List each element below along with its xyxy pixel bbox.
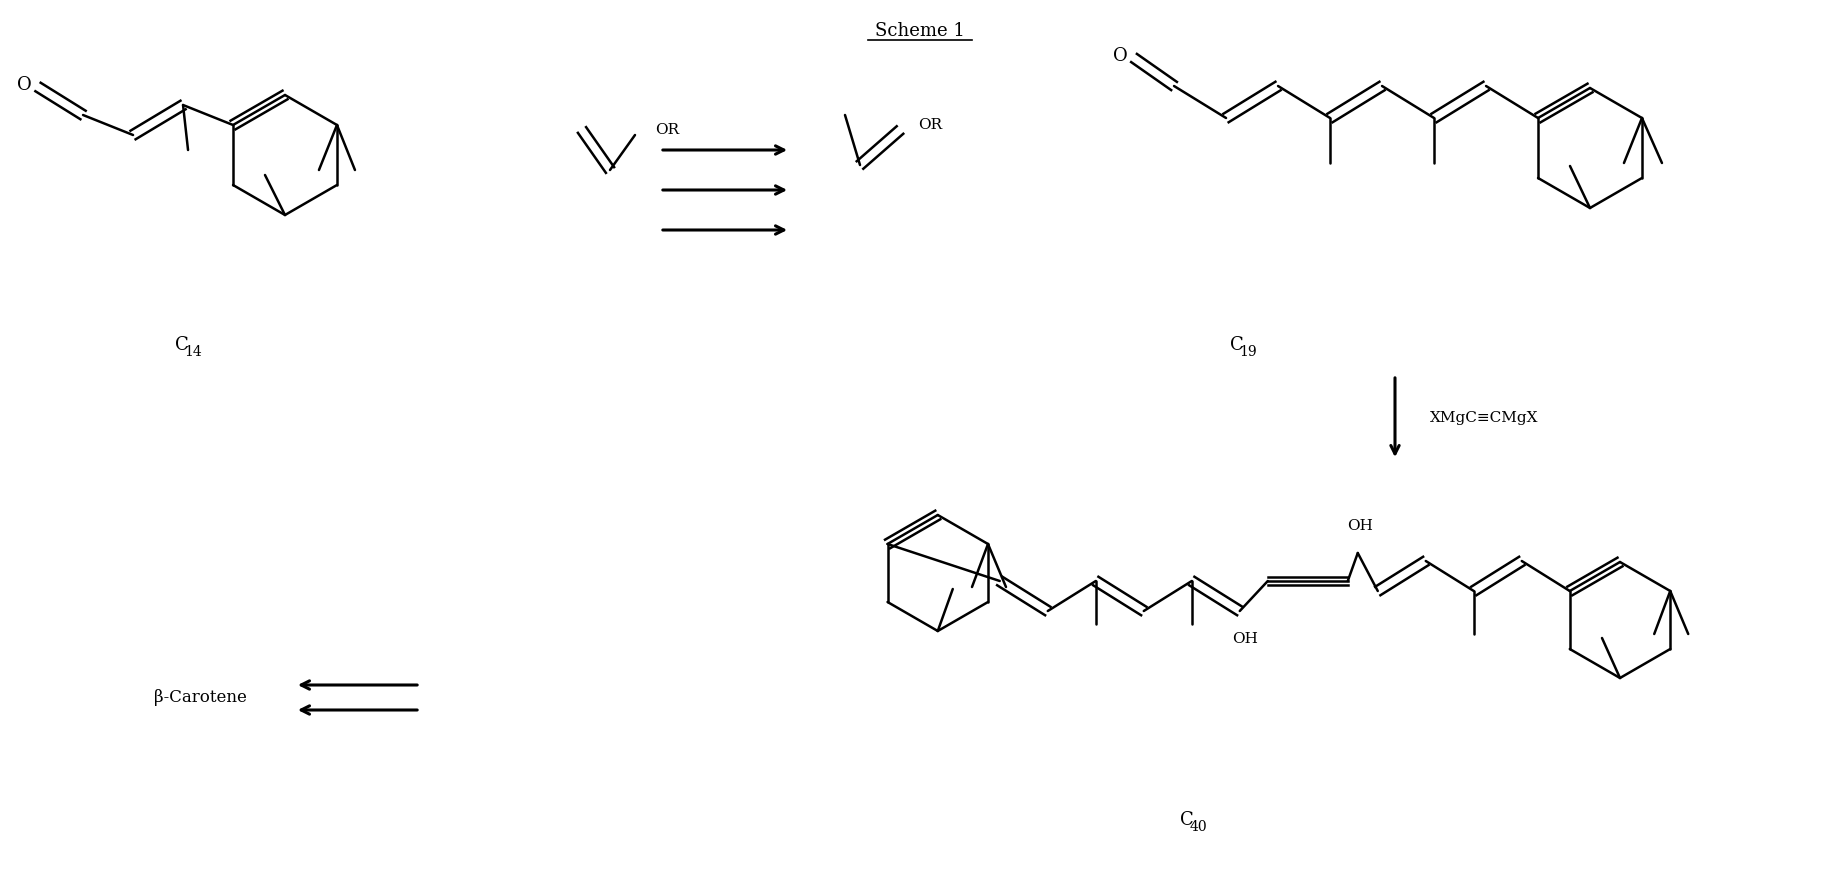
Text: 40: 40: [1189, 820, 1206, 834]
Text: 14: 14: [184, 345, 203, 359]
Text: OH: OH: [1348, 519, 1373, 533]
Text: OR: OR: [655, 123, 679, 137]
Text: Scheme 1: Scheme 1: [874, 22, 965, 40]
Text: XMgC≡CMgX: XMgC≡CMgX: [1430, 411, 1539, 425]
Text: β-Carotene: β-Carotene: [153, 690, 247, 706]
Text: O: O: [17, 76, 31, 94]
Text: OR: OR: [919, 118, 943, 132]
Text: C: C: [175, 336, 190, 354]
Text: 19: 19: [1239, 345, 1257, 359]
Text: C: C: [1230, 336, 1245, 354]
Text: C: C: [1180, 811, 1193, 829]
Text: O: O: [1112, 47, 1127, 65]
Text: OH: OH: [1232, 632, 1257, 646]
